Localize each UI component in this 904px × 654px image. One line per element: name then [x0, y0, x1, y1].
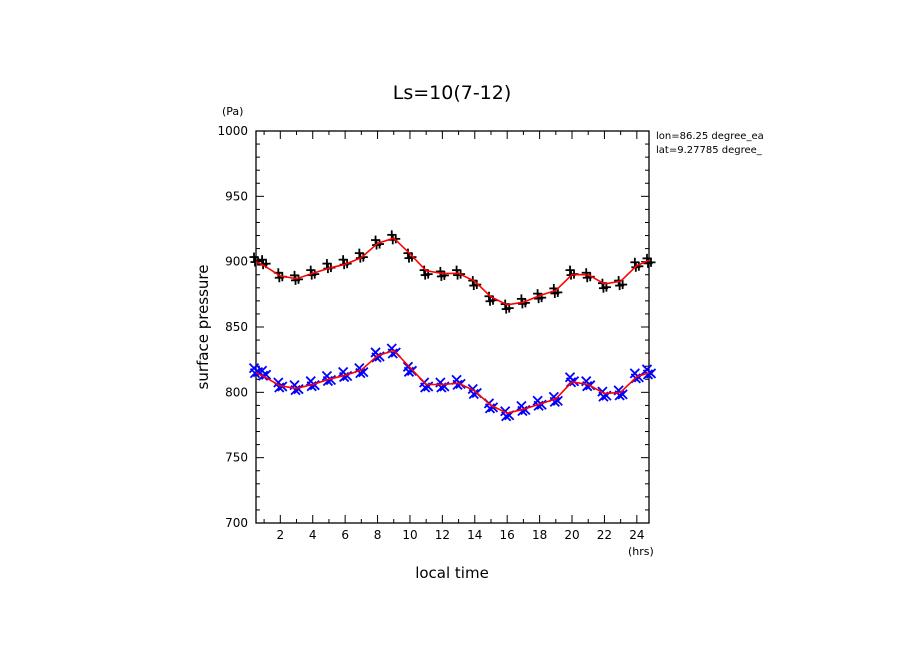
x-unit-label: (hrs) — [628, 545, 654, 558]
plus-marker — [249, 252, 263, 267]
cross-marker — [641, 364, 657, 380]
x-tick-label: 12 — [435, 528, 450, 542]
y-tick-label: 900 — [225, 255, 248, 269]
plus-marker — [354, 248, 368, 263]
x-tick-label: 22 — [597, 528, 612, 542]
y-tick-label: 850 — [225, 320, 248, 334]
x-axis: 2 4 6 8 10 12 14 16 18 20 22 24 — [263, 131, 644, 542]
x-tick-label: 10 — [402, 528, 417, 542]
x-tick-label: 4 — [309, 528, 317, 542]
plus-marker — [565, 265, 579, 280]
x-tick-label: 2 — [276, 528, 284, 542]
plus-marker — [614, 276, 628, 291]
cross-marker — [613, 385, 628, 401]
x-tick-label: 24 — [629, 528, 644, 542]
fit-line-3 — [255, 349, 650, 415]
chart-title: Ls=10(7-12) — [393, 82, 512, 104]
x-tick-label: 20 — [564, 528, 579, 542]
annotation-lon: lon=86.25 degree_ea — [656, 131, 764, 142]
x-tick-label: 18 — [532, 528, 547, 542]
y-tick-label: 950 — [225, 189, 248, 203]
annotation-lat: lat=9.27785 degree_ — [656, 145, 763, 156]
plot-frame — [255, 130, 650, 524]
plus-marker — [419, 265, 433, 280]
cross-marker — [402, 361, 418, 377]
x-tick-label: 6 — [341, 528, 349, 542]
plus-marker — [435, 266, 449, 281]
y-tick-label: 1000 — [217, 124, 248, 138]
y-tick-label: 750 — [225, 451, 248, 465]
x-tick-label: 14 — [467, 528, 482, 542]
y-axis-label: surface pressure — [194, 265, 212, 390]
cross-marker — [564, 372, 580, 388]
fit-line-2 — [255, 237, 650, 306]
cross-marker — [256, 365, 272, 381]
x-tick-label: 16 — [500, 528, 515, 542]
x-tick-label: 8 — [374, 528, 382, 542]
plot-marks — [248, 230, 657, 422]
plus-marker — [403, 248, 417, 263]
plus-marker — [306, 265, 320, 280]
plus-marker — [581, 268, 595, 283]
y-tick-label: 800 — [225, 385, 248, 399]
plus-marker — [322, 259, 336, 274]
y-tick-label: 700 — [225, 516, 248, 530]
y-axis: 700 750 800 850 900 950 1000 — [217, 124, 649, 530]
plus-marker — [484, 291, 498, 306]
cross-marker — [548, 391, 563, 408]
cross-marker — [451, 374, 466, 391]
y-unit-label: (Pa) — [222, 105, 243, 118]
plus-marker — [468, 276, 482, 291]
x-axis-label: local time — [415, 564, 489, 582]
